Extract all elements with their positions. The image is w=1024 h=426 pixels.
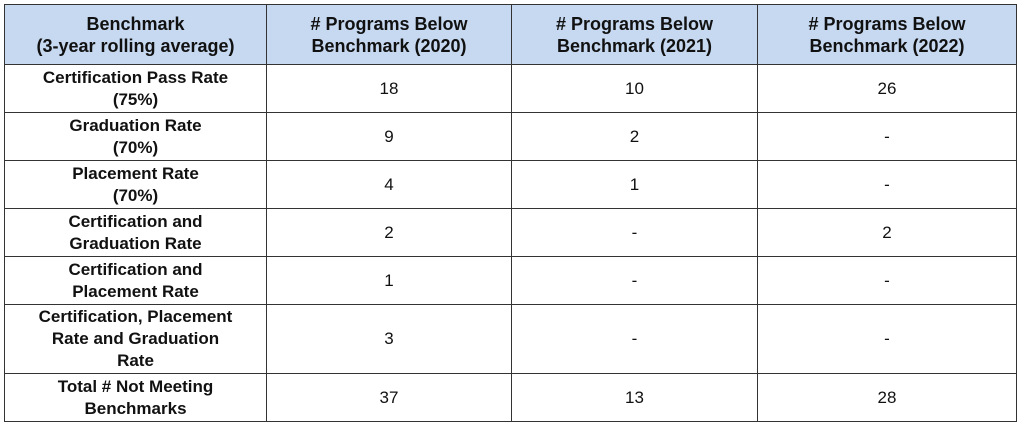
benchmark-line: Certification and — [68, 259, 203, 279]
table-row: Certification and Graduation Rate 2 - 2 — [4, 208, 1017, 257]
benchmark-line: Certification Pass Rate — [42, 67, 229, 87]
benchmark-line: Certification, Placement — [38, 307, 233, 326]
benchmark-cell: Certification and Placement Rate — [4, 256, 267, 305]
header-line: Benchmark (2021) — [556, 35, 713, 56]
benchmark-line: Graduation Rate — [69, 233, 202, 253]
benchmark-line: Certification and — [68, 211, 203, 231]
total-row: Total # Not Meeting Benchmarks 37 13 28 — [4, 373, 1017, 422]
value-cell-2020: 2 — [266, 208, 512, 257]
value-cell-2020: 18 — [266, 64, 512, 113]
table-row: Certification Pass Rate (75%) 18 10 26 — [4, 64, 1017, 113]
value-cell-2022: - — [757, 256, 1017, 305]
benchmark-line: (70%) — [112, 185, 159, 205]
benchmark-line: Total # Not Meeting — [57, 376, 214, 396]
benchmark-line: Placement Rate — [72, 281, 199, 301]
benchmark-table: Benchmark (3-year rolling average) # Prog… — [4, 4, 1017, 422]
value-cell-2020: 37 — [266, 373, 512, 422]
header-2022: # Programs Below Benchmark (2022) — [757, 4, 1017, 65]
table-row: Graduation Rate (70%) 9 2 - — [4, 112, 1017, 161]
benchmark-line: (75%) — [112, 89, 159, 109]
value-cell-2021: 10 — [511, 64, 758, 113]
value-cell-2022: - — [757, 112, 1017, 161]
header-line: Benchmark — [86, 13, 185, 34]
benchmark-table-container: Benchmark (3-year rolling average) # Prog… — [4, 4, 1017, 422]
value-cell-2022: 26 — [757, 64, 1017, 113]
benchmark-cell: Graduation Rate (70%) — [4, 112, 267, 161]
benchmark-line: Benchmarks — [84, 398, 187, 418]
header-2021: # Programs Below Benchmark (2021) — [511, 4, 758, 65]
value-cell-2022: 2 — [757, 208, 1017, 257]
benchmark-line: Graduation Rate — [69, 115, 202, 135]
header-line: Benchmark (2020) — [311, 35, 467, 56]
value-cell-2020: 1 — [266, 256, 512, 305]
header-line: Benchmark (2022) — [809, 35, 965, 56]
header-benchmark: Benchmark (3-year rolling average) — [4, 4, 267, 65]
value-cell-2022: - — [757, 304, 1017, 374]
benchmark-cell: Certification Pass Rate (75%) — [4, 64, 267, 113]
benchmark-cell: Total # Not Meeting Benchmarks — [4, 373, 267, 422]
header-line: # Programs Below — [555, 13, 714, 34]
value-cell-2020: 3 — [266, 304, 512, 374]
table-row: Placement Rate (70%) 4 1 - — [4, 160, 1017, 209]
value-cell-2022: - — [757, 160, 1017, 209]
header-2020: # Programs Below Benchmark (2020) — [266, 4, 512, 65]
benchmark-cell: Placement Rate (70%) — [4, 160, 267, 209]
value-cell-2021: - — [511, 256, 758, 305]
value-cell-2020: 4 — [266, 160, 512, 209]
value-cell-2020: 9 — [266, 112, 512, 161]
benchmark-line: Rate and Graduation — [51, 329, 220, 348]
benchmark-cell: Certification and Graduation Rate — [4, 208, 267, 257]
table-row: Certification, Placement Rate and Graduat… — [4, 304, 1017, 374]
value-cell-2021: 2 — [511, 112, 758, 161]
table-row: Certification and Placement Rate 1 - - — [4, 256, 1017, 305]
benchmark-line: (70%) — [112, 137, 159, 157]
benchmark-cell: Certification, Placement Rate and Graduat… — [4, 304, 267, 374]
header-line: # Programs Below — [310, 13, 468, 34]
header-row: Benchmark (3-year rolling average) # Prog… — [4, 4, 1017, 65]
header-line: (3-year rolling average) — [36, 35, 235, 56]
benchmark-line: Placement Rate — [72, 163, 199, 183]
value-cell-2021: 1 — [511, 160, 758, 209]
value-cell-2022: 28 — [757, 373, 1017, 422]
header-line: # Programs Below — [808, 13, 966, 34]
value-cell-2021: - — [511, 304, 758, 374]
value-cell-2021: - — [511, 208, 758, 257]
benchmark-line: Rate — [117, 351, 154, 370]
value-cell-2021: 13 — [511, 373, 758, 422]
